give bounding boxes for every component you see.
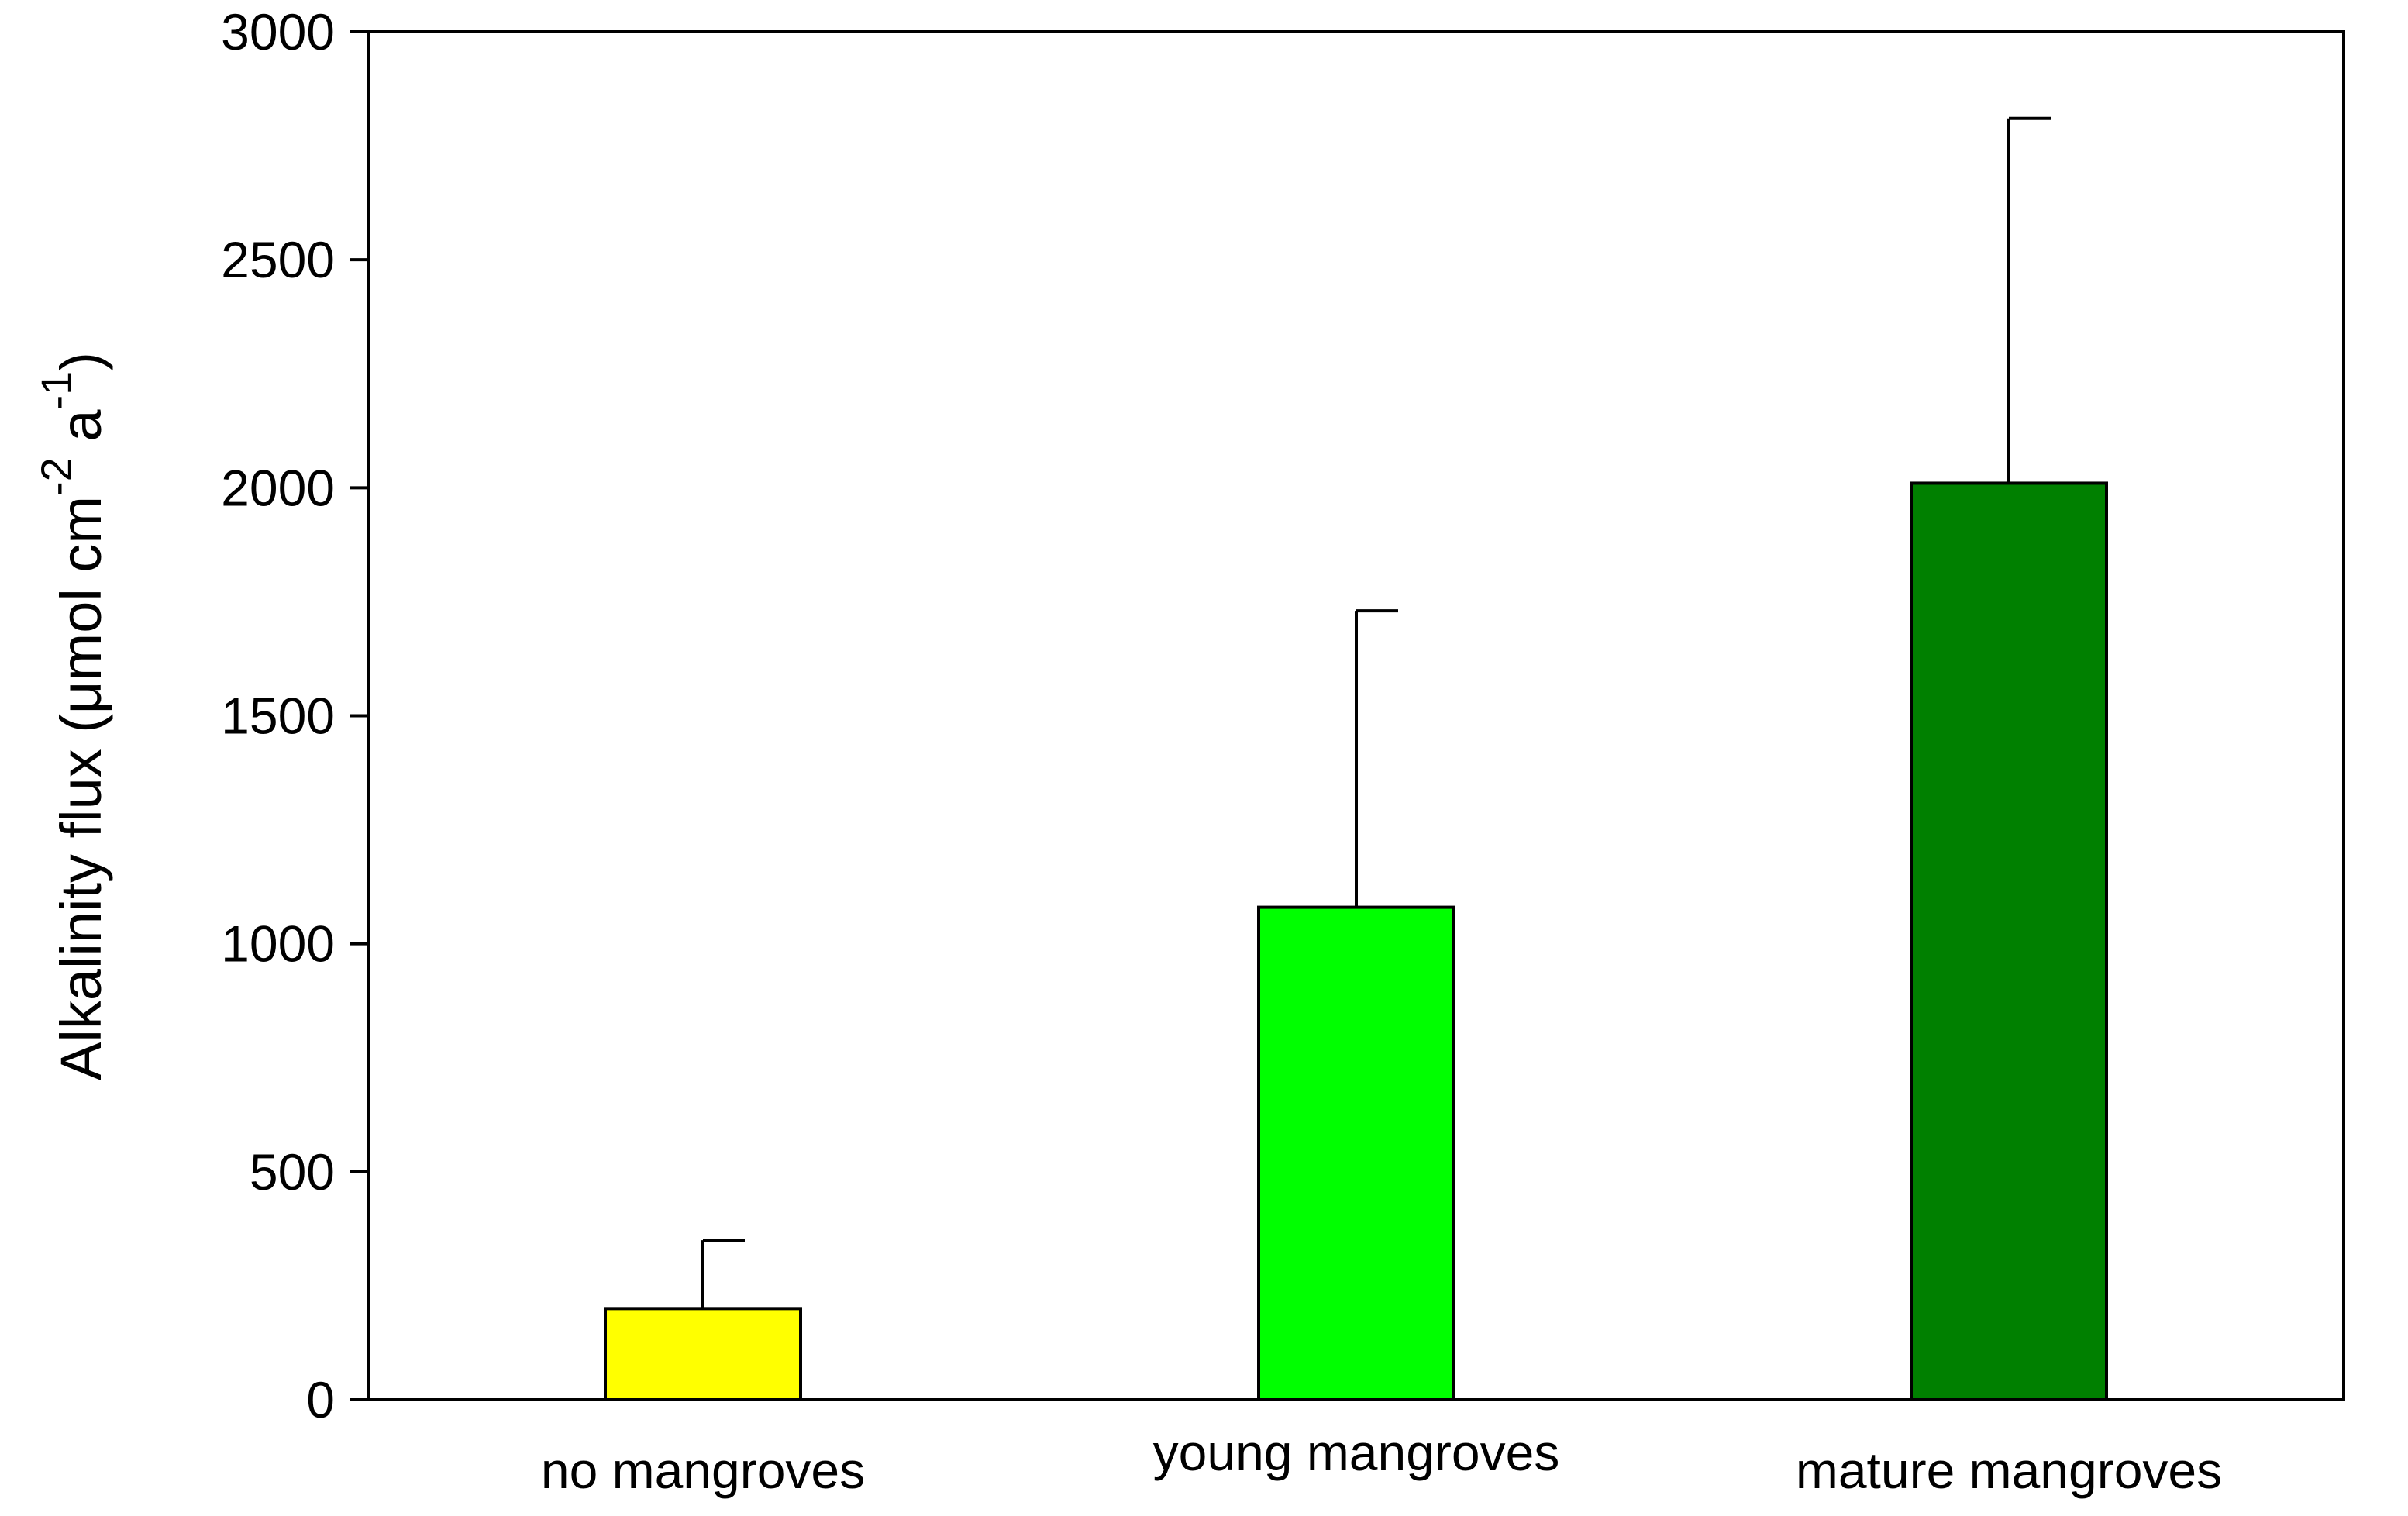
x-axis-category-labels: no mangroves young mangroves mature mangro… (541, 1424, 2222, 1499)
y-axis-label-part: Alkalinity flux ( (49, 714, 113, 1080)
y-axis-label-part: a (49, 409, 113, 458)
error-bars (701, 116, 2051, 1309)
y-tick-label: 500 (250, 1143, 335, 1201)
y-axis-label-superscript: -2 (32, 457, 81, 496)
y-axis-label-superscript: -1 (32, 371, 81, 410)
x-category-label: mature mangroves (1796, 1442, 2222, 1499)
bar-young-mangroves (1257, 905, 1455, 1401)
y-axis-label-part: mol cm (49, 496, 113, 680)
y-axis-label: Alkalinity flux (μmol cm-2 a-1) (32, 352, 113, 1080)
y-tick-label: 1500 (221, 687, 335, 745)
y-tick-label: 1000 (221, 915, 335, 973)
x-category-label: no mangroves (541, 1442, 865, 1499)
y-tick-label: 3000 (221, 3, 335, 60)
y-tick-label: 0 (306, 1371, 335, 1428)
y-tick-label: 2000 (221, 459, 335, 516)
y-axis-label-part: μ (49, 680, 113, 714)
y-tick-label: 2500 (221, 231, 335, 288)
x-category-label: young mangroves (1153, 1424, 1560, 1481)
bar-no-mangroves (604, 1307, 802, 1402)
y-axis-label-part: ) (49, 352, 113, 371)
bar-mature-mangroves (1910, 481, 2108, 1402)
y-axis-ticks: 0 500 1000 1500 2000 2500 3000 (221, 3, 369, 1428)
